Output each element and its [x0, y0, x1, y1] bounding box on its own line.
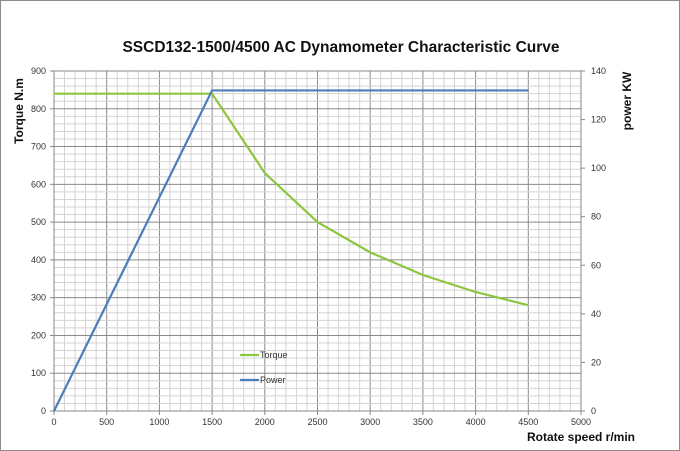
chart-title: SSCD132-1500/4500 AC Dynamometer Charact… [122, 39, 560, 56]
y-tick-label: 500 [31, 217, 46, 227]
legend-label-torque: Torque [260, 350, 288, 360]
y-tick-label: 600 [31, 179, 46, 189]
x-tick-label: 3500 [413, 417, 433, 427]
legend-label-power: Power [260, 375, 286, 385]
x-tick-label: 5000 [571, 417, 591, 427]
y-tick-label: 800 [31, 104, 46, 114]
y-tick-label: 300 [31, 293, 46, 303]
y2-tick-label: 20 [591, 357, 601, 367]
y2-tick-label: 140 [591, 66, 606, 76]
x-axis-label: Rotate speed r/min [527, 430, 635, 444]
y-tick-label: 0 [41, 406, 46, 416]
y2-tick-label: 120 [591, 115, 606, 125]
x-tick-label: 500 [99, 417, 114, 427]
y-tick-label: 900 [31, 66, 46, 76]
series-line-torque [54, 92, 529, 307]
y2-tick-label: 60 [591, 260, 601, 270]
x-tick-label: 4500 [518, 417, 538, 427]
y-tick-label: 400 [31, 255, 46, 265]
y-tick-label: 100 [31, 368, 46, 378]
y2-axis-label: power KW [620, 71, 634, 130]
x-tick-label: 2000 [255, 417, 275, 427]
x-tick-label: 1500 [202, 417, 222, 427]
y2-tick-label: 0 [591, 406, 596, 416]
x-tick-label: 0 [51, 417, 56, 427]
y2-tick-label: 40 [591, 309, 601, 319]
x-tick-label: 4000 [466, 417, 486, 427]
x-tick-label: 3000 [360, 417, 380, 427]
x-tick-label: 2500 [307, 417, 327, 427]
y2-tick-label: 80 [591, 212, 601, 222]
y-tick-label: 700 [31, 142, 46, 152]
y-tick-label: 200 [31, 330, 46, 340]
y2-tick-label: 100 [591, 163, 606, 173]
y-axis-label: Torque N.m [12, 78, 26, 144]
x-tick-label: 1000 [149, 417, 169, 427]
